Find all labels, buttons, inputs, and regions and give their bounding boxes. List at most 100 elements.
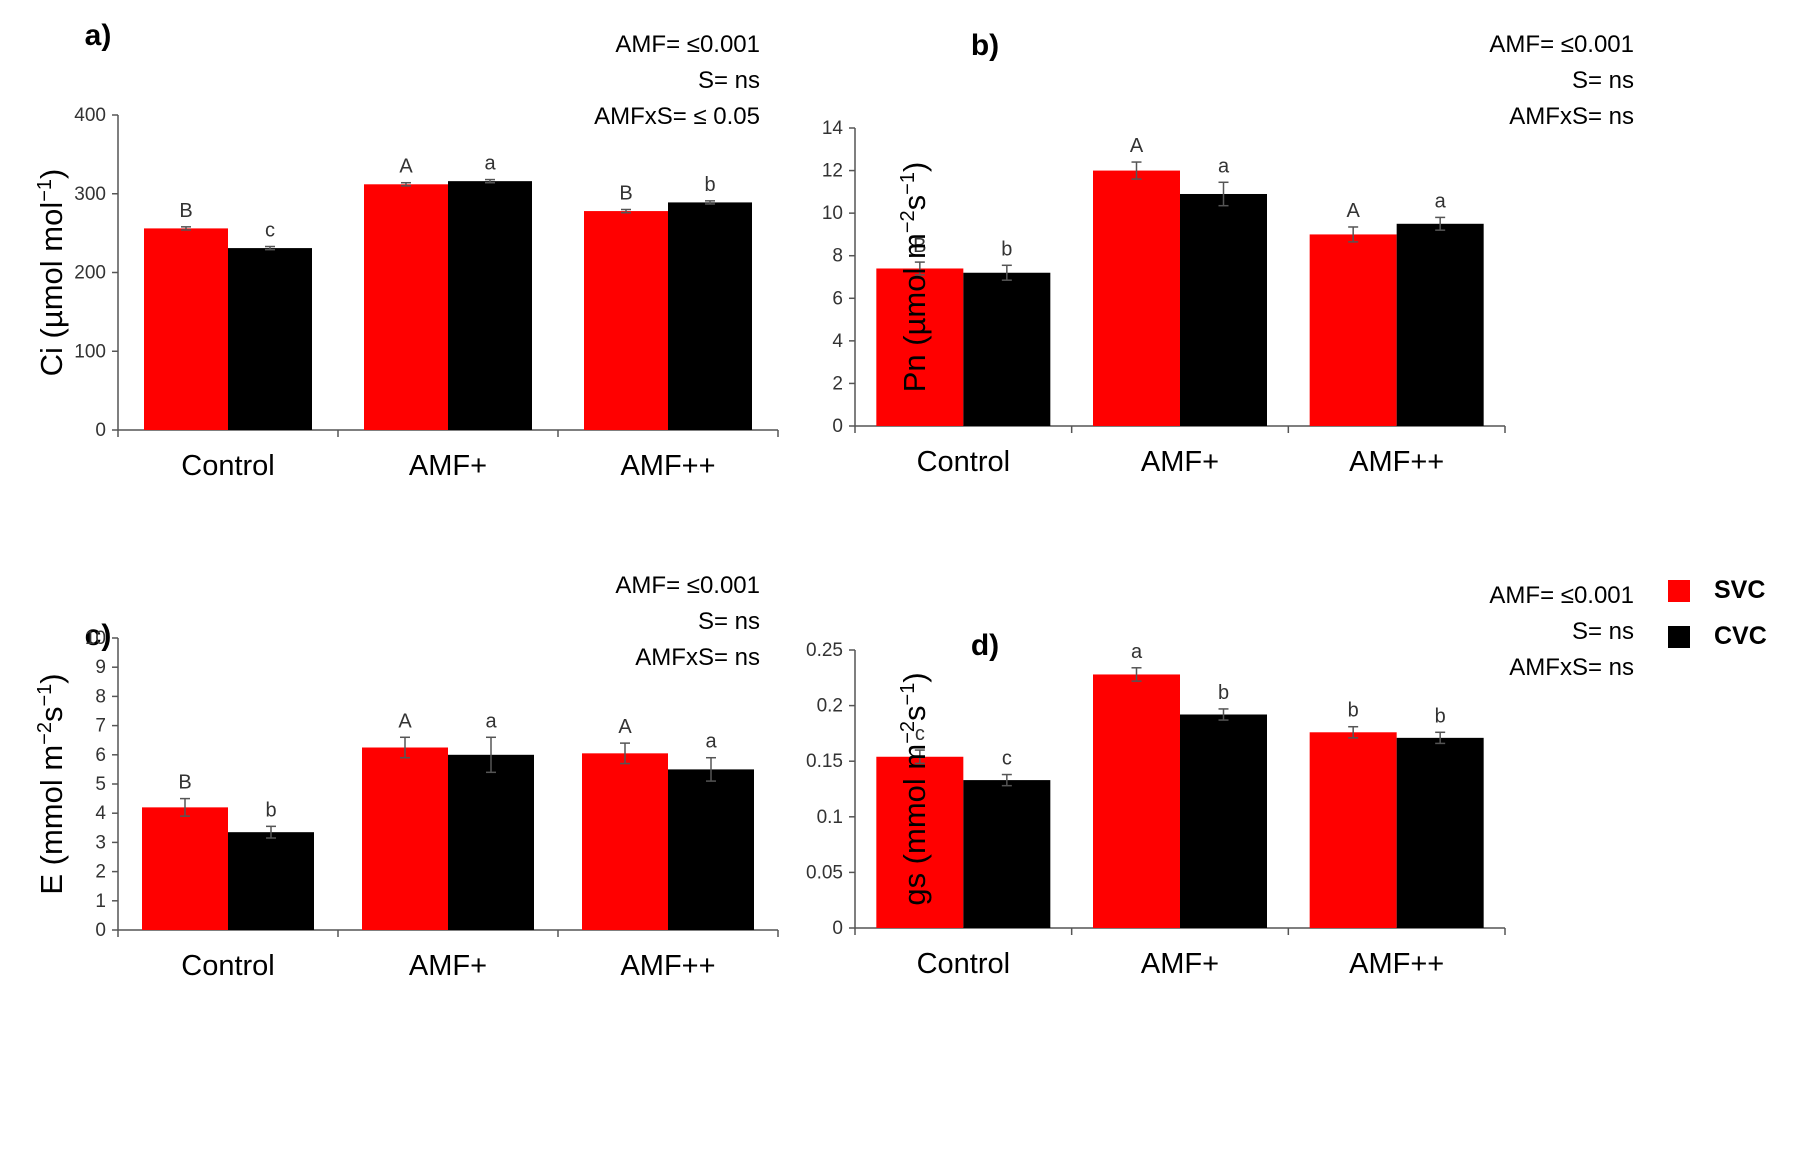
y-tick-label: 1: [95, 891, 106, 912]
x-tick-label: AMF+: [1141, 446, 1219, 478]
y-axis-label-part: gs (mmol m: [897, 744, 932, 906]
stat-line: S= ns: [1572, 618, 1634, 645]
y-tick-label: 5: [95, 774, 106, 795]
y-tick-label: 8: [95, 686, 106, 707]
x-tick-label: AMF+: [1141, 948, 1219, 980]
panel-label: c): [85, 619, 112, 652]
y-tick-label: 10: [822, 203, 843, 224]
stat-line: AMF= ≤0.001: [615, 572, 760, 599]
y-axis-label-part: ): [897, 162, 932, 172]
y-axis-label-part: Ci (µmol mol: [34, 202, 69, 377]
significance-letter: c: [265, 220, 275, 242]
x-tick-label: AMF+: [409, 450, 487, 482]
y-tick-label: 2: [832, 373, 843, 394]
y-axis-label-part: s: [897, 195, 932, 211]
y-axis-label-superscript: −2: [897, 210, 919, 233]
y-axis-label-part: ): [34, 169, 69, 179]
y-axis-label-superscript: −2: [897, 721, 919, 744]
y-tick-label: 6: [832, 288, 843, 309]
stat-line: S= ns: [698, 67, 760, 94]
bar-svc: [1309, 234, 1397, 426]
y-axis-label: Ci (µmol mol−1): [34, 169, 69, 377]
significance-letter: a: [1435, 190, 1447, 212]
y-tick-label: 0: [832, 918, 843, 939]
y-axis-label-superscript: −1: [34, 684, 56, 707]
stat-line: AMFxS= ≤ 0.05: [594, 103, 760, 130]
y-axis-label-part: E (mmol m: [34, 745, 69, 895]
y-tick-label: 3: [95, 832, 106, 853]
bar-svc: [1309, 732, 1397, 928]
y-tick-label: 2: [95, 862, 106, 883]
significance-letter: A: [398, 710, 412, 732]
y-tick-label: 0.25: [806, 640, 843, 661]
y-tick-label: 6: [95, 745, 106, 766]
y-tick-label: 100: [74, 341, 106, 362]
y-axis-label: Pn (µmol m−2s−1): [897, 162, 932, 393]
chart-panel-d: d) AMF= ≤0.001 S= ns AMFxS= ns 0 0.05 0.1 0.15 0…: [806, 582, 1634, 980]
bar-cvc: [963, 272, 1051, 426]
bar-svc: [362, 747, 448, 930]
significance-letter: B: [619, 183, 632, 205]
x-tick-label: Control: [917, 446, 1011, 478]
bar-svc: [364, 184, 448, 430]
significance-letter: b: [704, 174, 715, 196]
stat-line: AMF= ≤0.001: [615, 31, 760, 58]
x-tick-label: Control: [181, 450, 275, 482]
stat-line: S= ns: [698, 608, 760, 635]
y-tick-label: 0: [95, 920, 106, 941]
y-axis-label-part: ): [897, 672, 932, 682]
y-axis-label-superscript: −2: [34, 722, 56, 745]
y-tick-label: 8: [832, 246, 843, 267]
legend-label-cvc: CVC: [1714, 622, 1767, 650]
chart-panel-a: a) AMF= ≤0.001 S= ns AMFxS= ≤ 0.05 0 100 200 30…: [34, 19, 779, 482]
legend: SVC CVC: [1668, 576, 1767, 650]
significance-letter: A: [1130, 135, 1144, 157]
stat-line: AMFxS= ns: [635, 644, 760, 671]
bar-cvc: [668, 769, 754, 930]
y-axis-label-superscript: −1: [34, 179, 56, 202]
y-axis-label-part: s: [34, 707, 69, 723]
stat-line: AMFxS= ns: [1509, 654, 1634, 681]
significance-letter: B: [913, 235, 926, 257]
y-tick-label: 400: [74, 105, 106, 126]
bar-svc: [876, 756, 964, 928]
y-tick-label: 12: [822, 161, 843, 182]
significance-letter: b: [1348, 700, 1359, 722]
significance-letter: A: [399, 156, 413, 178]
stat-line: S= ns: [1572, 67, 1634, 94]
significance-letter: b: [1001, 238, 1012, 260]
y-tick-label: 0: [832, 416, 843, 437]
x-tick-label: Control: [181, 950, 275, 982]
y-axis-label-part: Pn (µmol m: [897, 233, 932, 392]
y-tick-label: 14: [822, 118, 844, 139]
legend-label-svc: SVC: [1714, 576, 1765, 604]
significance-letter: B: [179, 200, 192, 222]
significance-letter: a: [705, 731, 717, 753]
y-tick-label: 4: [95, 803, 106, 824]
y-tick-label: 4: [832, 331, 843, 352]
bar-cvc: [963, 780, 1051, 928]
y-tick-label: 0.15: [806, 751, 843, 772]
panel-label: d): [971, 629, 999, 662]
y-tick-label: 7: [95, 716, 106, 737]
legend-swatch-cvc: [1668, 626, 1690, 648]
significance-letter: a: [485, 710, 497, 732]
significance-letter: b: [1218, 682, 1229, 704]
bar-cvc: [1396, 223, 1484, 426]
y-axis-label-superscript: −1: [897, 683, 919, 706]
bar-svc: [584, 211, 668, 430]
bar-svc: [1093, 674, 1180, 928]
significance-letter: c: [1002, 748, 1012, 770]
y-tick-label: 0.1: [817, 807, 843, 828]
x-tick-label: AMF++: [620, 950, 715, 982]
y-axis-label: gs (mmol m−2s−1): [897, 672, 932, 905]
bar-svc: [876, 268, 964, 426]
x-tick-label: AMF++: [1349, 948, 1444, 980]
bar-svc: [1093, 170, 1180, 426]
bar-svc: [142, 807, 228, 930]
y-tick-label: 0.2: [817, 696, 843, 717]
x-tick-label: AMF++: [620, 450, 715, 482]
chart-panel-b: b) AMF= ≤0.001 S= ns AMFxS= ns 0 2 4 6 8 10 12 14 Co…: [822, 29, 1634, 478]
bar-cvc: [1180, 193, 1267, 426]
